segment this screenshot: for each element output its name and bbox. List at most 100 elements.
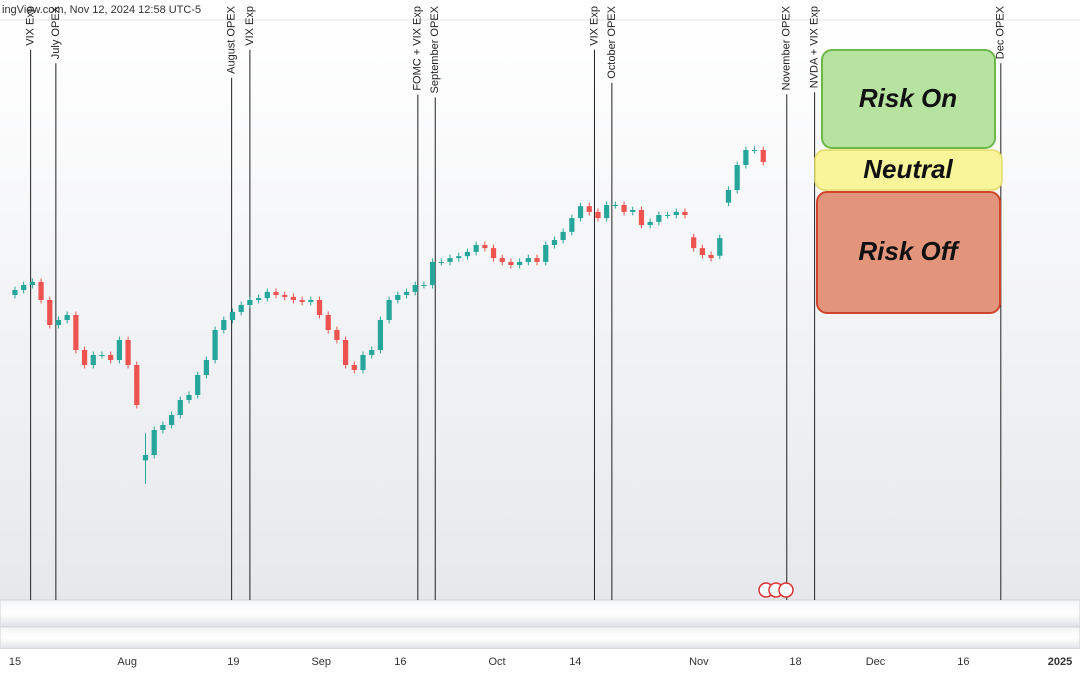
- candle-body: [490, 248, 497, 259]
- event-label: Dec OPEX: [995, 5, 1007, 59]
- candle-body: [229, 311, 236, 320]
- x-tick-label: Sep: [311, 656, 331, 668]
- candle-body: [221, 320, 227, 330]
- candle-body: [586, 206, 592, 212]
- event-label: July OPEX: [50, 5, 62, 59]
- candle-body: [595, 211, 601, 219]
- neutral-label: Neutral: [863, 154, 953, 184]
- candle-body: [264, 291, 270, 299]
- candle-body: [543, 245, 549, 262]
- risk-off-label: Risk Off: [858, 236, 960, 266]
- candle-body: [525, 258, 531, 262]
- candle-body: [299, 300, 305, 302]
- candle-body: [560, 231, 566, 240]
- candle-body: [682, 211, 688, 215]
- candle-body: [621, 205, 627, 212]
- candle-body: [186, 395, 192, 400]
- candle-body: [604, 205, 610, 219]
- candle-body: [151, 430, 157, 455]
- candle-body: [473, 245, 479, 252]
- x-tick-label: 15: [9, 656, 21, 668]
- candle-body: [751, 150, 758, 151]
- lower-pane: [0, 626, 1080, 650]
- event-flags: [758, 582, 794, 598]
- candle-body: [160, 425, 166, 430]
- candle-body: [403, 291, 410, 295]
- candle-body: [21, 285, 27, 290]
- candle-body: [369, 350, 375, 355]
- candle-body: [421, 285, 427, 286]
- candle-body: [212, 330, 218, 360]
- candle-body: [108, 355, 114, 360]
- event-label: VIX Exp: [244, 6, 256, 46]
- candle-body: [638, 210, 645, 225]
- candle-body: [438, 261, 444, 263]
- candle-body: [134, 365, 140, 405]
- candle-body: [125, 340, 131, 365]
- flag-icon[interactable]: [778, 582, 794, 598]
- candle-body: [691, 237, 697, 249]
- x-tick-label: Oct: [488, 656, 505, 668]
- candle-body: [517, 261, 523, 265]
- candle-body: [351, 365, 357, 370]
- event-label: August OPEX: [226, 5, 238, 74]
- candle-body: [569, 218, 575, 232]
- candle-body: [760, 150, 766, 162]
- candle-body: [255, 298, 262, 300]
- candle-body: [177, 400, 183, 415]
- event-label: FOMC + VIX Exp: [412, 6, 424, 91]
- candle-body: [282, 295, 288, 297]
- candle-body: [38, 281, 44, 300]
- event-label: NVDA + VIX Exp: [809, 6, 821, 88]
- candle-body: [612, 205, 618, 206]
- risk-on-label: Risk On: [859, 83, 957, 113]
- candle-body: [99, 355, 105, 356]
- candle-body: [395, 295, 401, 300]
- x-tick-label: 16: [957, 656, 969, 668]
- candle-body: [430, 261, 436, 285]
- candle-layer: [12, 146, 766, 484]
- candle-body: [630, 210, 636, 212]
- candle-body: [360, 355, 366, 370]
- x-tick-label: 18: [789, 656, 801, 668]
- candle-body: [195, 375, 201, 395]
- event-layer: VIX Exp July OPEX August OPEX VIX Exp FOMC +…: [25, 5, 1007, 600]
- candle-body: [325, 315, 331, 330]
- x-tick-label: Dec: [866, 656, 886, 668]
- header-bg: [0, 0, 1080, 20]
- lower-pane: [0, 599, 1080, 628]
- candle-body: [412, 285, 418, 292]
- candle-body: [464, 251, 471, 257]
- candle-body: [238, 305, 244, 312]
- candle-body: [203, 360, 210, 375]
- candle-body: [456, 256, 462, 259]
- risk-off-box: [816, 191, 1001, 314]
- x-tick-label: 16: [394, 656, 406, 668]
- event-label: VIX Exp: [588, 6, 600, 46]
- candle-body: [90, 355, 96, 365]
- neutral-box: [814, 149, 1003, 191]
- candle-body: [29, 281, 35, 285]
- candle-body: [116, 340, 122, 360]
- candle-body: [334, 330, 340, 340]
- candle-body: [708, 255, 714, 259]
- candle-body: [73, 315, 79, 350]
- candle-body: [55, 320, 62, 325]
- candle-body: [273, 291, 279, 295]
- candle-body: [377, 320, 384, 350]
- candle-body: [508, 261, 514, 265]
- event-label: November OPEX: [781, 5, 793, 90]
- candle-body: [290, 296, 297, 300]
- x-tick-label: Aug: [117, 656, 137, 668]
- candle-body: [717, 238, 723, 256]
- candle-body: [673, 211, 679, 215]
- candle-body: [551, 240, 558, 245]
- candle-body: [12, 290, 18, 295]
- candle-body: [47, 300, 53, 325]
- candle-body: [482, 245, 488, 249]
- x-tick-label: 14: [569, 656, 581, 668]
- x-tick-label: Nov: [689, 656, 709, 668]
- candle-body: [247, 300, 253, 305]
